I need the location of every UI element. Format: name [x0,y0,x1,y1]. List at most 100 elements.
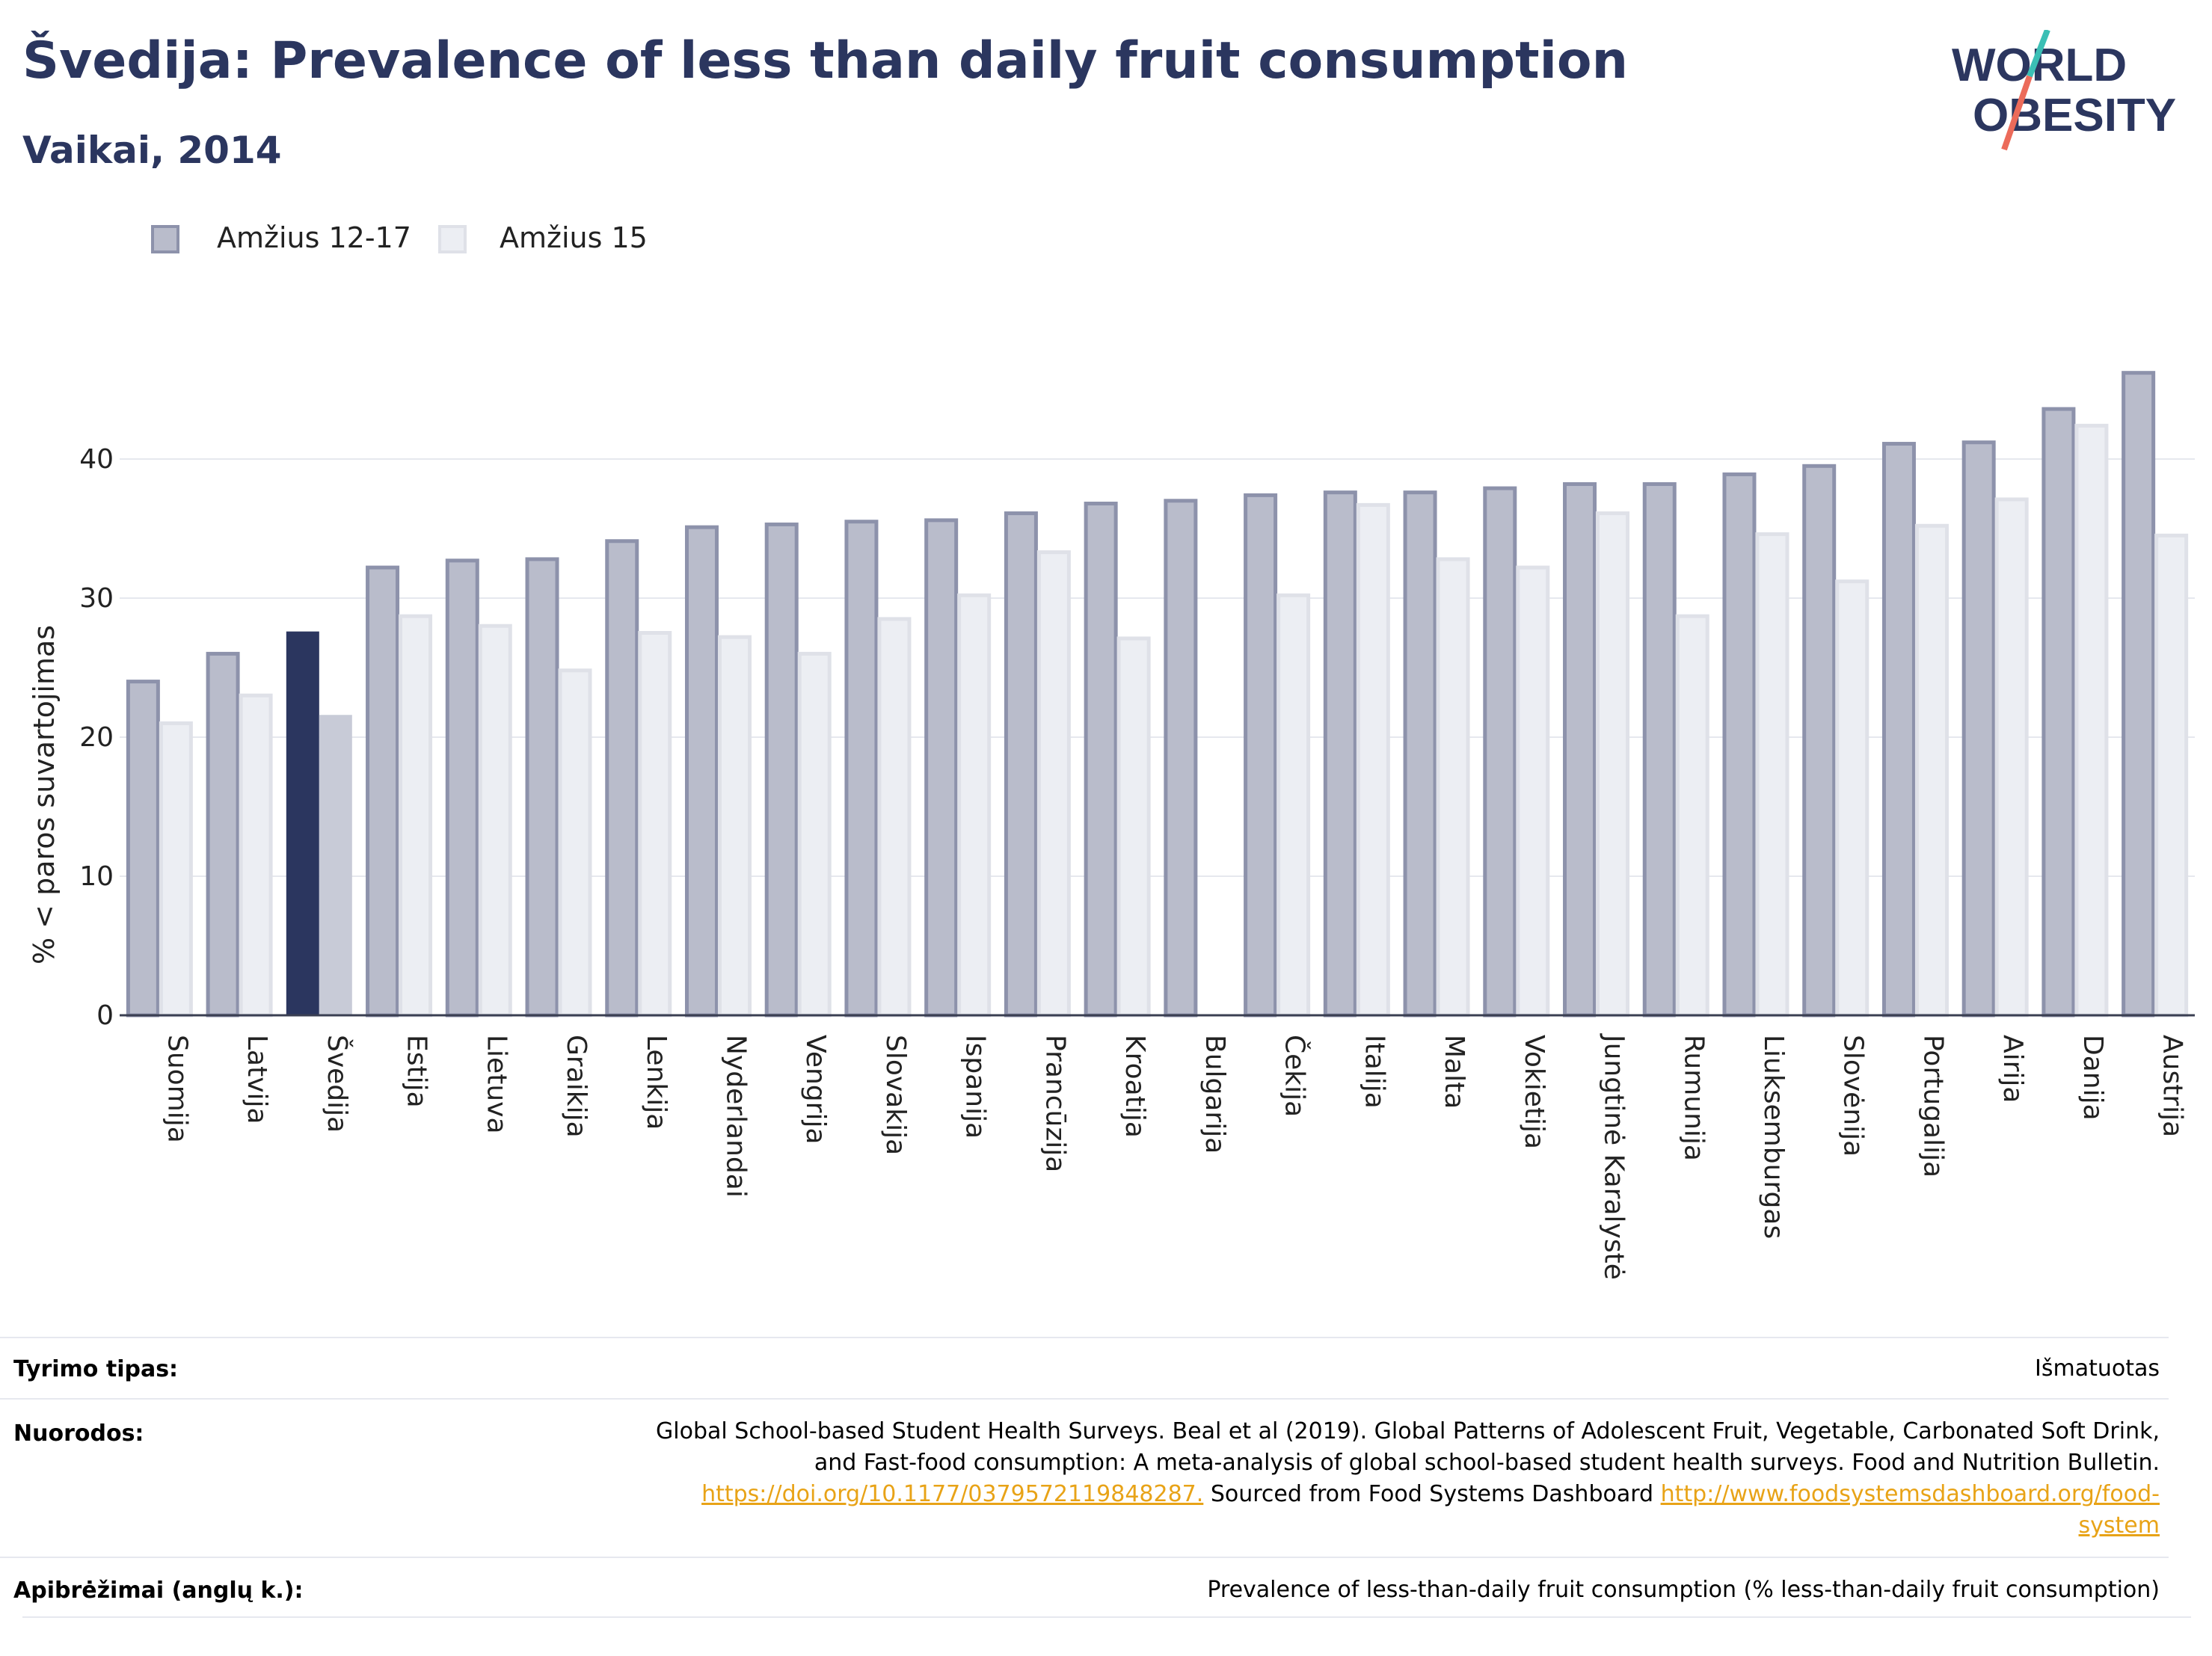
bar-age-15-malta [1436,557,1470,1018]
bar-age-15-portugalija [1914,523,1949,1018]
info-bottom-divider [22,1616,2191,1618]
bar-age-12-17-slovakija [844,520,879,1018]
bar-age-15-kroatija [1116,636,1151,1018]
bar-age-15-švedija [319,715,352,1015]
bar-age-12-17-vengrija [764,522,799,1018]
references-sourced-text: Sourced from Food Systems Dashboard [1203,1481,1661,1507]
references-label: Nuorodos: [13,1420,144,1447]
definitions-label: Apibrėžimai (anglų k.): [13,1577,304,1604]
bar-age-15-liuksemburgas [1755,532,1789,1018]
references-line-2: and Fast-food consumption: A meta-analys… [814,1450,2160,1476]
x-tick-label-suomija: Suomija [162,1035,192,1143]
bar-age-12-17-prancūzija [1004,511,1038,1018]
bar-age-15-italija [1356,502,1390,1018]
x-tick-label-slovakija: Slovakija [880,1035,911,1155]
x-tick-label-slovėnija: Slovėnija [1838,1035,1869,1157]
bar-age-15-lenkija [638,631,672,1018]
chart-title: Švedija: Prevalence of less than daily f… [22,31,1629,90]
x-tick-label-lietuva: Lietuva [481,1035,511,1134]
bar-chart: 0 10 20 30 40 % < paros suvartojimas Suomija La… [28,371,2195,1280]
y-tick-label-20: 20 [79,722,114,753]
bar-age-15-slovėnija [1835,579,1870,1018]
bar-age-15-latvija [239,693,273,1018]
bar-age-15-prancūzija [1036,550,1071,1018]
info-row-definitions: Apibrėžimai (anglų k.): Prevalence of le… [0,1557,2169,1618]
bar-age-12-17-lietuva [445,558,479,1018]
bar-age-12-17-austrija [2122,371,2156,1018]
bar-age-15-čekija [1276,593,1311,1018]
bar-age-15-ispanija [957,593,992,1018]
bar-age-12-17-kroatija [1084,502,1118,1018]
world-obesity-logo: WORLD OBESITY [1952,30,2176,151]
x-tick-label-rumunija: Rumunija [1678,1035,1709,1161]
x-tick-label-nyderlandai: Nyderlandai [720,1035,751,1198]
x-tick-label-austrija: Austrija [2157,1035,2188,1137]
bar-age-12-17-suomija [126,680,160,1018]
y-tick-label-40: 40 [79,444,114,475]
bar-age-15-jungtinė-karalystė [1596,511,1630,1018]
y-axis-title: % < paros suvartojimas [28,625,61,964]
y-tick-label-10: 10 [79,861,114,892]
bar-age-12-17-airija [1961,440,1996,1018]
food-systems-link-part2[interactable]: system [2078,1512,2160,1539]
food-systems-link-part1[interactable]: http://www.foodsystemsdashboard.org/food… [1660,1481,2160,1507]
bar-age-12-17-ispanija [924,518,959,1018]
survey-type-label: Tyrimo tipas: [13,1356,179,1382]
bar-age-15-vokietija [1516,565,1550,1018]
bar-age-12-17-jungtinė-karalystė [1563,481,1597,1018]
x-tick-label-kroatija: Kroatija [1119,1035,1150,1138]
bar-age-12-17-rumunija [1642,481,1677,1018]
y-tick-label-0: 0 [96,1000,114,1031]
references-line-3: https://doi.org/10.1177/0379572119848287… [440,1479,2160,1510]
bar-age-15-estija [399,614,433,1018]
info-row-references: Nuorodos: Global School-based Student He… [0,1398,2169,1557]
x-tick-label-lenkija: Lenkija [641,1035,672,1130]
bar-age-15-suomija [159,721,193,1018]
bar-age-12-17-nyderlandai [684,525,719,1018]
bar-age-12-17-liuksemburgas [1722,472,1757,1018]
bar-age-12-17-estija [366,565,400,1018]
x-tick-label-estija: Estija [402,1035,432,1108]
bar-age-12-17-vokietija [1483,486,1517,1018]
bar-age-15-lietuva [478,624,512,1018]
survey-type-value: Išmatuotas [2035,1355,2160,1382]
legend-label-age-15: Amžius 15 [500,221,648,254]
x-tick-label-švedija: Švedija [322,1035,353,1133]
bar-age-12-17-malta [1403,490,1437,1018]
bar-age-12-17-lenkija [605,539,639,1018]
legend-label-age-12-17: Amžius 12-17 [217,221,411,254]
x-tick-label-prancūzija: Prancūzija [1039,1035,1070,1172]
legend-swatch-age-12-17 [151,225,179,253]
bar-age-15-nyderlandai [717,635,752,1018]
logo-coral-slash [2001,75,2033,151]
references-line-1: Global School-based Student Health Surve… [656,1418,2160,1444]
x-tick-label-italija: Italija [1359,1035,1389,1109]
x-tick-label-vokietija: Vokietija [1519,1035,1549,1149]
bar-age-15-slovakija [877,617,912,1018]
x-tick-label-bulgarija: Bulgarija [1199,1035,1230,1154]
logo-text-obesity: OBESITY [1973,90,2176,141]
chart-subtitle: Vaikai, 2014 [22,129,282,172]
bar-age-15-graikija [558,668,592,1018]
x-tick-label-latvija: Latvija [242,1035,272,1124]
x-tick-label-airija: Airija [1997,1035,2028,1104]
bar-age-15-danija [2074,423,2109,1018]
legend-swatch-age-15 [438,225,467,253]
x-tick-label-jungtinė-karalystė: Jungtinė Karalystė [1599,1033,1629,1280]
x-tick-label-čekija: Čekija [1279,1035,1311,1117]
bar-age-15-airija [1994,497,2029,1018]
references-line-4: system [440,1510,2160,1542]
x-tick-label-liuksemburgas: Liuksemburgas [1758,1035,1789,1239]
bar-age-12-17-danija [2042,407,2076,1018]
references-value: Global School-based Student Health Surve… [440,1416,2160,1542]
x-tick-label-portugalija: Portugalija [1917,1035,1948,1178]
bar-age-12-17-slovėnija [1802,464,1837,1018]
x-tick-label-vengrija: Vengrija [800,1035,831,1145]
y-tick-label-30: 30 [79,583,114,614]
info-row-survey-type: Tyrimo tipas: Išmatuotas [0,1337,2169,1398]
bar-age-12-17-italija [1323,490,1357,1018]
bar-age-15-austrija [2154,533,2189,1018]
x-tick-label-graikija: Graikija [561,1035,592,1138]
x-tick-label-danija: Danija [2077,1035,2108,1121]
doi-link[interactable]: https://doi.org/10.1177/0379572119848287… [701,1481,1204,1507]
